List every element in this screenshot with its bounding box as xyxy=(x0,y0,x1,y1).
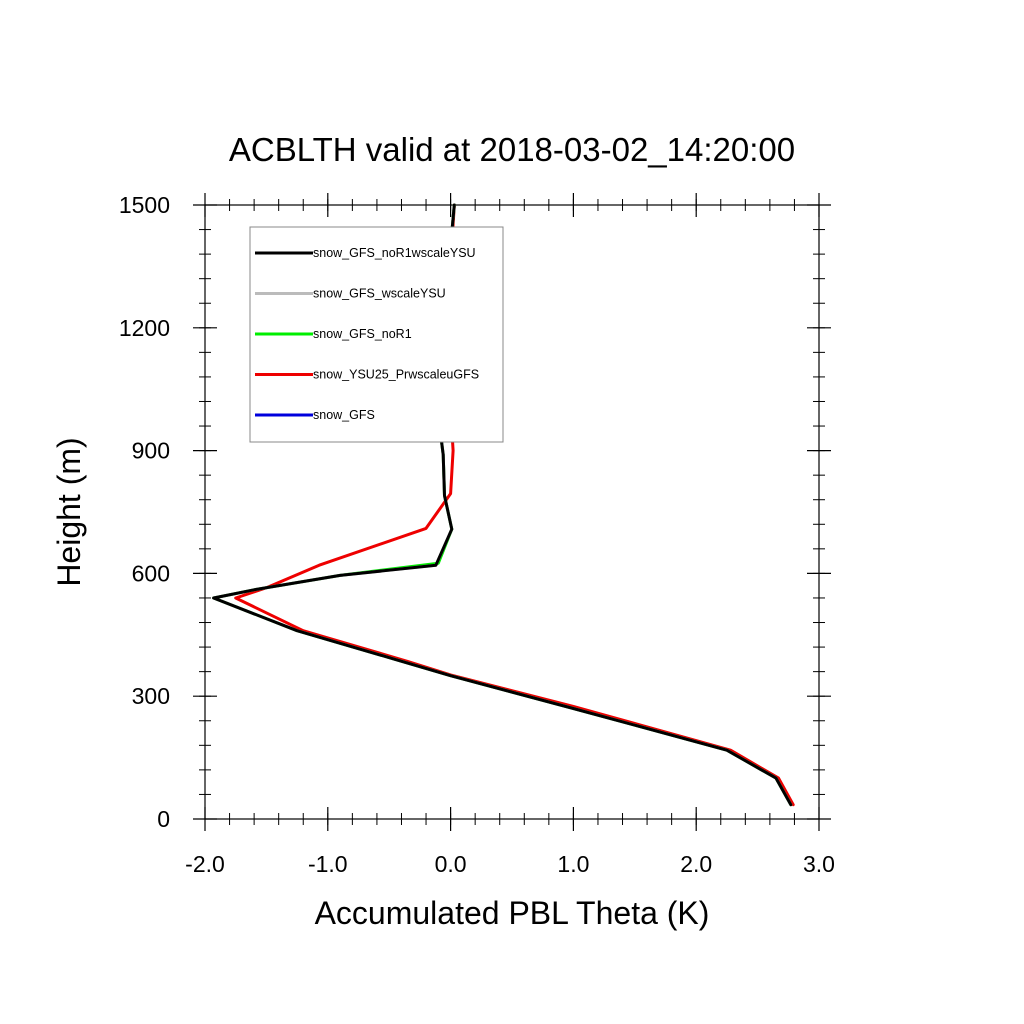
y-axis: 0 300 600 900 1200 1500 xyxy=(119,192,831,832)
x-axis: -2.0 -1.0 0.0 1.0 2.0 3.0 xyxy=(185,193,835,877)
x-tick-label: 1.0 xyxy=(557,851,589,877)
y-tick-label: 300 xyxy=(132,683,170,709)
y-axis-label: Height (m) xyxy=(51,437,87,586)
legend-label: snow_GFS_noR1 xyxy=(313,327,412,341)
legend: snow_GFS_noR1wscaleYSU snow_GFS_wscaleYSU… xyxy=(249,226,504,443)
x-tick-label: 2.0 xyxy=(680,851,712,877)
plot-frame xyxy=(204,204,820,820)
x-tick-label: -1.0 xyxy=(308,851,348,877)
y-tick-label: 1200 xyxy=(119,315,170,341)
y-tick-label: 0 xyxy=(157,806,170,832)
legend-label: snow_GFS_wscaleYSU xyxy=(313,287,446,301)
chart-title: ACBLTH valid at 2018-03-02_14:20:00 xyxy=(229,131,795,168)
legend-label: snow_YSU25_PrwscaleuGFS xyxy=(313,368,479,382)
y-tick-label: 900 xyxy=(132,438,170,464)
x-axis-label: Accumulated PBL Theta (K) xyxy=(315,895,710,931)
x-tick-label: 3.0 xyxy=(803,851,835,877)
y-tick-label: 600 xyxy=(132,560,170,586)
x-tick-label: 0.0 xyxy=(435,851,467,877)
y-tick-label: 1500 xyxy=(119,192,170,218)
legend-label: snow_GFS_noR1wscaleYSU xyxy=(313,246,476,260)
x-tick-label: -2.0 xyxy=(185,851,225,877)
legend-label: snow_GFS xyxy=(313,408,375,422)
